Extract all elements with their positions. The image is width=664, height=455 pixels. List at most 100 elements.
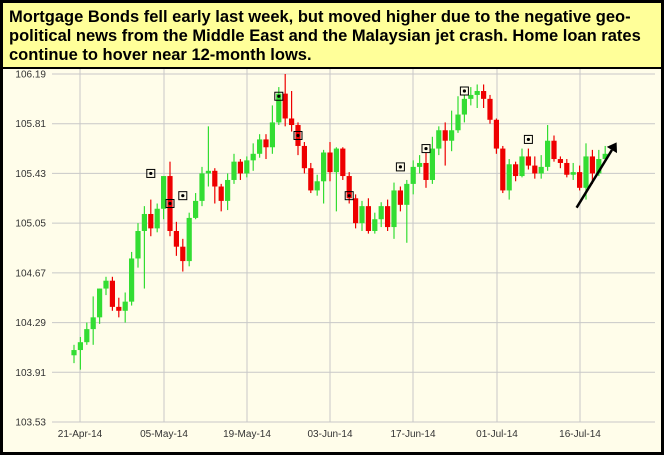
candle — [461, 94, 467, 123]
candle-body — [282, 93, 288, 119]
candle — [513, 161, 519, 182]
marker-box — [293, 130, 303, 140]
candle-body — [84, 329, 90, 343]
candle — [141, 206, 147, 289]
y-tick-label: 105.43 — [15, 169, 46, 180]
candle — [538, 155, 544, 179]
candle — [295, 122, 301, 156]
candle — [340, 147, 346, 180]
boxed-markers — [146, 86, 533, 209]
candle — [570, 162, 576, 180]
candle — [404, 179, 410, 243]
candle-body — [321, 152, 327, 182]
marker-box — [421, 144, 431, 154]
marker-box — [395, 162, 405, 172]
marker-dot — [296, 133, 300, 138]
candle — [429, 136, 435, 184]
candle-body — [506, 164, 512, 191]
candle — [122, 292, 128, 323]
candle — [193, 193, 199, 220]
candle — [519, 148, 525, 178]
candle-body — [404, 183, 410, 205]
boxed-marker — [344, 191, 354, 201]
candle — [410, 160, 416, 195]
marker-dot — [347, 194, 351, 198]
candle-body — [525, 156, 531, 166]
x-tick-label: 17-Jun-14 — [390, 429, 435, 440]
marker-dot — [424, 146, 428, 151]
marker-box — [344, 191, 354, 201]
candle — [557, 156, 563, 169]
candle — [602, 145, 608, 161]
headline: Mortgage Bonds fell early last week, but… — [9, 8, 641, 64]
candle — [97, 288, 103, 324]
candle-body — [237, 161, 243, 174]
candle-body — [589, 156, 595, 174]
candle-body — [570, 172, 576, 175]
candle — [116, 297, 122, 318]
boxed-marker — [293, 130, 303, 140]
candle-body — [218, 186, 224, 201]
candle-body — [71, 350, 77, 356]
candle — [417, 155, 423, 174]
grid — [52, 68, 655, 423]
candle — [167, 161, 173, 237]
candle — [436, 126, 442, 156]
candles — [71, 74, 608, 370]
candle — [365, 198, 371, 234]
marker-dot — [526, 137, 531, 142]
candle — [346, 172, 352, 204]
candle-body — [391, 190, 397, 228]
candle-body — [423, 162, 429, 180]
y-tick-label: 106.19 — [15, 70, 46, 81]
candle-body — [513, 164, 519, 177]
candle-body — [129, 258, 135, 302]
candle — [372, 212, 378, 234]
candle — [321, 149, 327, 204]
candle-body — [173, 230, 179, 247]
candle — [257, 134, 263, 158]
candle — [333, 147, 339, 212]
y-axis-ticks: 106.19 105.81 105.43 105.05 104.67 104.29 103.… — [15, 70, 46, 429]
candle — [180, 238, 186, 272]
candle-body — [468, 94, 474, 99]
candle-body — [90, 317, 96, 330]
marker-box — [274, 91, 284, 101]
trend-arrow-head — [606, 142, 618, 154]
candle-body — [199, 173, 205, 201]
candle-body — [103, 280, 109, 289]
candle-body — [397, 190, 403, 205]
marker-dot — [168, 201, 172, 206]
candle — [135, 223, 141, 268]
candle-body — [500, 148, 506, 191]
marker-dot — [149, 171, 153, 176]
y-tick-label: 105.81 — [15, 119, 46, 130]
marker-box — [523, 134, 533, 144]
marker-box — [459, 86, 469, 96]
x-tick-label: 01-Jul-14 — [476, 429, 518, 440]
candle-body — [353, 198, 359, 224]
candle — [353, 194, 359, 229]
candle — [532, 156, 538, 179]
candle-body — [193, 200, 199, 218]
candle — [84, 322, 90, 345]
candle — [359, 200, 365, 231]
candle-body — [519, 156, 525, 177]
boxed-marker — [523, 134, 533, 144]
x-tick-label: 16-Jul-14 — [559, 429, 601, 440]
candle-body — [225, 179, 231, 201]
boxed-marker — [146, 168, 156, 178]
candle — [282, 74, 288, 127]
boxed-marker — [274, 91, 284, 101]
candle — [378, 202, 384, 228]
x-tick-label: 05-May-14 — [140, 429, 188, 440]
candle — [423, 152, 429, 188]
candle-body — [410, 166, 416, 184]
candle — [506, 159, 512, 200]
candle-body — [244, 160, 250, 174]
candle — [385, 199, 391, 231]
candle — [77, 336, 83, 370]
marker-dot — [398, 165, 402, 169]
candle — [493, 118, 499, 154]
candle — [276, 87, 282, 126]
